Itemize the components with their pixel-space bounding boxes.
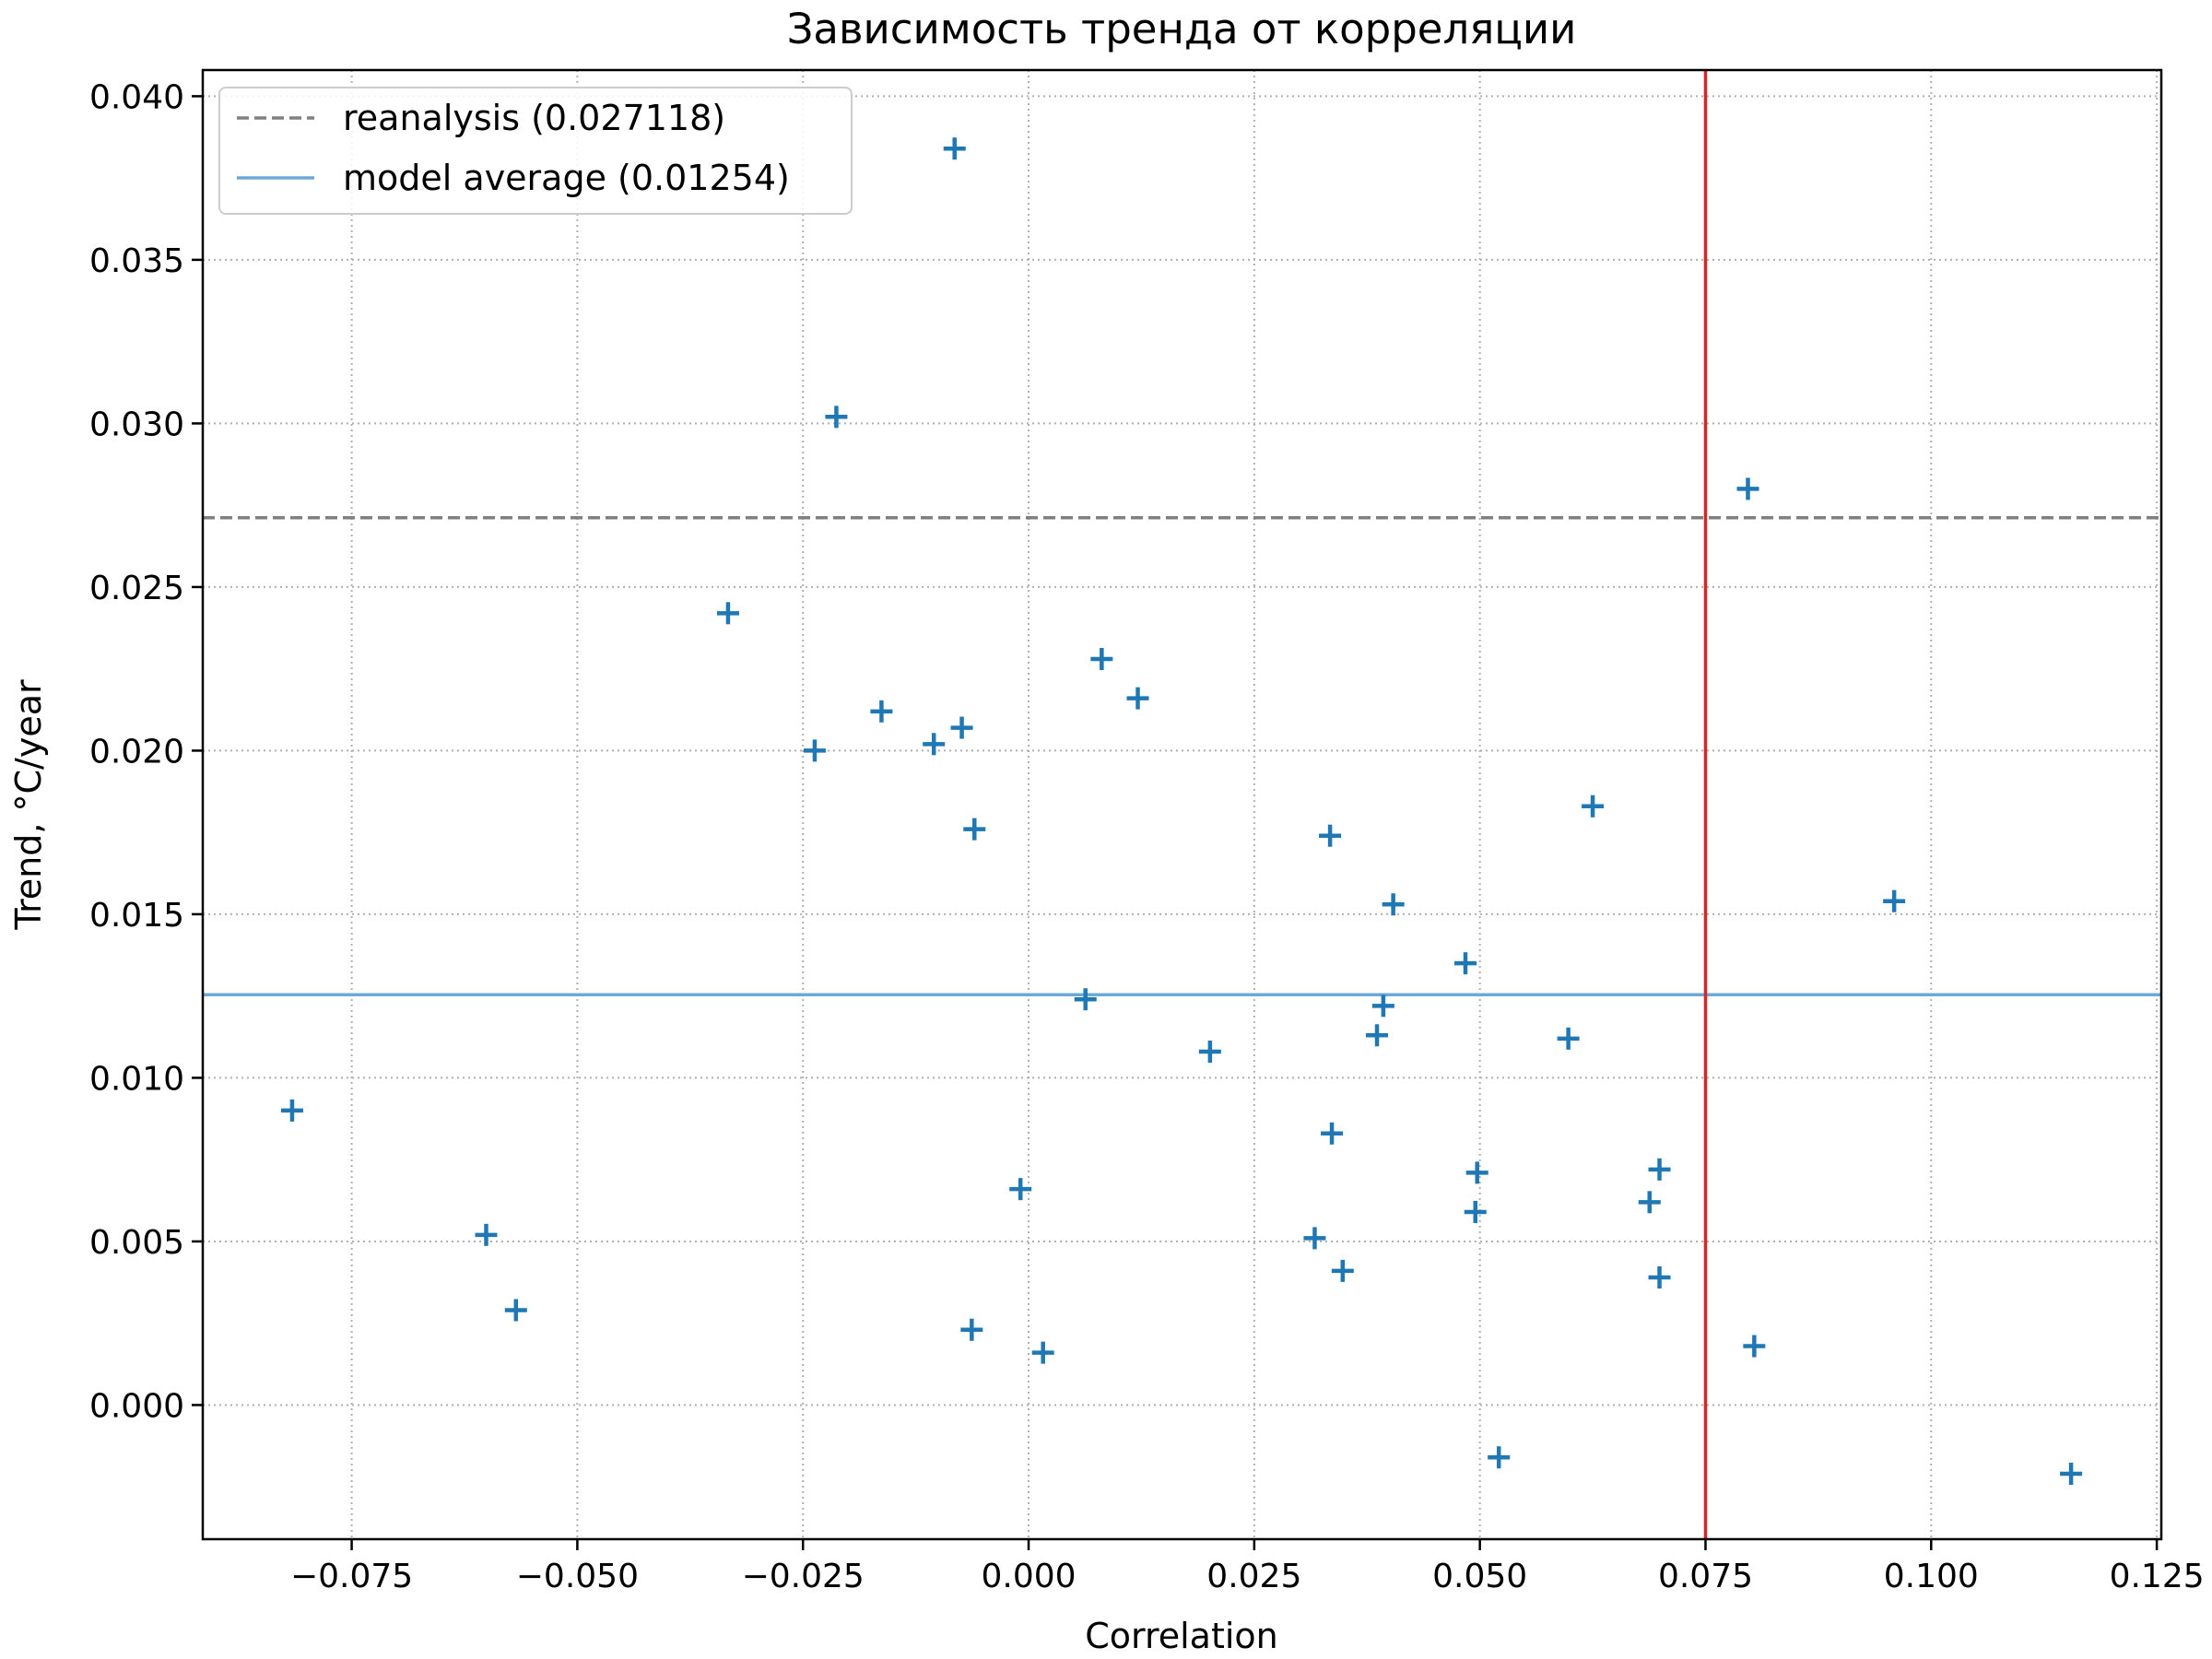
x-tick-label: 0.025 [1206,1558,1301,1595]
legend-label-reanalysis: reanalysis (0.027118) [343,98,725,138]
scatter-point [803,739,826,762]
scatter-point [1464,1200,1487,1223]
y-tick-label: 0.020 [89,733,184,771]
y-tick-label: 0.035 [89,242,184,280]
scatter-point [1303,1227,1326,1250]
x-tick-label: 0.075 [1658,1558,1753,1595]
scatter-point [870,700,893,723]
chart-title: Зависимость тренда от корреляции [787,5,1577,53]
plot-frame [201,68,2163,1541]
scatter-point [943,137,966,160]
scatter-points [280,137,2083,1485]
scatter-point [1453,952,1477,975]
scatter-point [1648,1158,1671,1181]
x-tick-label: 0.000 [981,1558,1076,1595]
legend-label-model-average: model average (0.01254) [343,158,790,198]
scatter-point [1465,1161,1488,1184]
scatter-point [716,602,739,625]
scatter-point [1582,794,1605,818]
x-tick-label: −0.050 [516,1558,639,1595]
scatter-point [825,406,848,429]
y-axis: 0.000 0.005 0.010 0.015 0.020 0.025 0.030 0.035… [89,78,203,1425]
y-tick-label: 0.015 [89,897,184,935]
x-tick-label: −0.025 [742,1558,865,1595]
scatter-point [1031,1341,1054,1364]
scatter-point [923,733,946,756]
y-tick-label: 0.005 [89,1224,184,1262]
x-tick-label: 0.125 [2110,1558,2205,1595]
y-axis-title: Trend, °C/year [8,679,49,931]
x-axis: −0.075 −0.050 −0.025 0.000 0.025 0.050 0.075 0.… [290,1539,2205,1595]
scatter-point [1126,687,1149,710]
y-tick-label: 0.040 [89,78,184,116]
scatter-point [1321,1122,1344,1145]
scatter-point [1736,477,1759,500]
scatter-point [1198,1041,1221,1064]
x-tick-label: 0.050 [1432,1558,1527,1595]
scatter-point [1743,1335,1766,1358]
scatter-point [960,1318,983,1341]
y-tick-label: 0.030 [89,406,184,443]
y-tick-label: 0.000 [89,1387,184,1425]
scatter-point [950,716,973,739]
scatter-point [475,1223,498,1246]
scatter-point [963,818,986,841]
scatter-point [1009,1178,1032,1201]
y-tick-label: 0.010 [89,1060,184,1098]
scatter-point [1366,1024,1389,1047]
x-tick-label: −0.075 [290,1558,413,1595]
scatter-point [1371,994,1394,1018]
scatter-point [2060,1462,2083,1485]
scatter-point [1557,1027,1580,1050]
scatter-point [1638,1191,1661,1214]
y-tick-label: 0.025 [89,570,184,607]
x-tick-label: 0.100 [1884,1558,1979,1595]
legend: reanalysis (0.027118) model average (0.0… [218,87,853,215]
reference-lines [203,70,2161,1539]
scatter-point [504,1299,527,1322]
scatter-point [1648,1265,1671,1288]
scatter-point [1382,893,1405,916]
scatter-point [280,1099,303,1122]
legend-box [218,87,853,215]
scatter-point [1488,1446,1511,1469]
scatter-point [1319,824,1342,847]
scatter-point [1074,988,1097,1011]
x-axis-title: Correlation [1085,1616,1278,1656]
scatter-point [1883,889,1906,912]
scatter-point [1331,1259,1354,1282]
scatter-point [1090,648,1113,671]
